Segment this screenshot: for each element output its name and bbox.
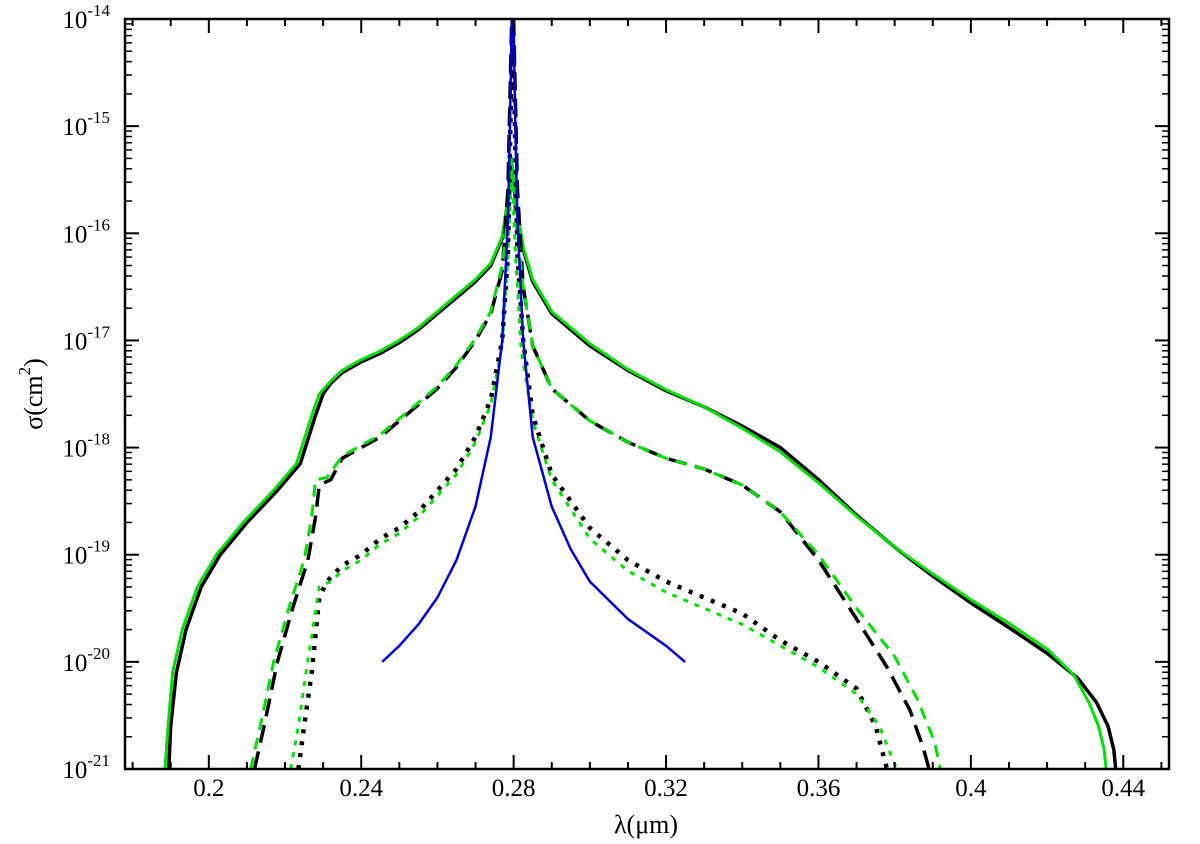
y-tick-label: 10-15 [62, 108, 110, 141]
x-tick-label: 0.24 [339, 775, 383, 802]
series-line-5 [296, 48, 890, 769]
y-tick-label-base: 10 [62, 757, 87, 784]
x-tick-label: 0.4 [955, 775, 987, 802]
y-tick-label-base: 10 [62, 543, 87, 570]
x-tick-label: 0.2 [193, 775, 224, 802]
y-tick-label-exp: -20 [87, 644, 110, 663]
series-line-4 [249, 167, 942, 769]
series-line-3 [252, 19, 931, 769]
x-tick-label: 0.28 [492, 775, 536, 802]
x-tick-label: 0.32 [644, 775, 688, 802]
y-tick-label: 10-21 [62, 751, 110, 784]
series-line-7 [381, 19, 686, 663]
x-tick-label: 0.44 [1101, 775, 1145, 802]
y-axis-title: σ(cm2) [15, 358, 48, 430]
ticks-layer [125, 18, 1169, 770]
x-tick-label: 0.36 [797, 775, 841, 802]
y-tick-label-base: 10 [62, 7, 87, 34]
series-line-2 [163, 156, 1108, 769]
y-tick-label-base: 10 [62, 650, 87, 677]
y-tick-label: 10-20 [62, 644, 110, 677]
y-axis-title-tail: ) [19, 358, 48, 367]
y-tick-label-exp: -17 [87, 322, 110, 341]
x-axis-title: λ(μm) [614, 810, 678, 839]
y-tick-label-base: 10 [62, 221, 87, 248]
y-tick-label-exp: -16 [87, 215, 110, 234]
y-axis-title-base: σ(cm [19, 375, 48, 429]
y-tick-label: 10-17 [62, 322, 110, 355]
series-line-1 [167, 161, 1118, 769]
y-tick-label-exp: -19 [87, 537, 110, 556]
y-tick-label-exp: -15 [87, 108, 110, 127]
y-tick-label-base: 10 [62, 114, 87, 141]
y-tick-label-exp: -14 [87, 1, 110, 20]
plot-frame [123, 17, 1171, 771]
y-tick-label: 10-14 [62, 1, 110, 34]
y-tick-label-exp: -18 [87, 430, 110, 449]
y-tick-label: 10-16 [62, 215, 110, 248]
y-tick-label: 10-19 [62, 537, 110, 570]
series-layer [163, 19, 1118, 769]
y-tick-label-base: 10 [62, 436, 87, 463]
y-tick-label: 10-18 [62, 430, 110, 463]
labels-layer: 0.2 0.24 0.28 0.32 0.36 0.4 0.4410-1410-1510-1… [62, 1, 1145, 802]
y-tick-label-base: 10 [62, 328, 87, 355]
y-axis-title-sup: 2 [15, 367, 34, 376]
y-tick-label-exp: -21 [87, 751, 110, 770]
